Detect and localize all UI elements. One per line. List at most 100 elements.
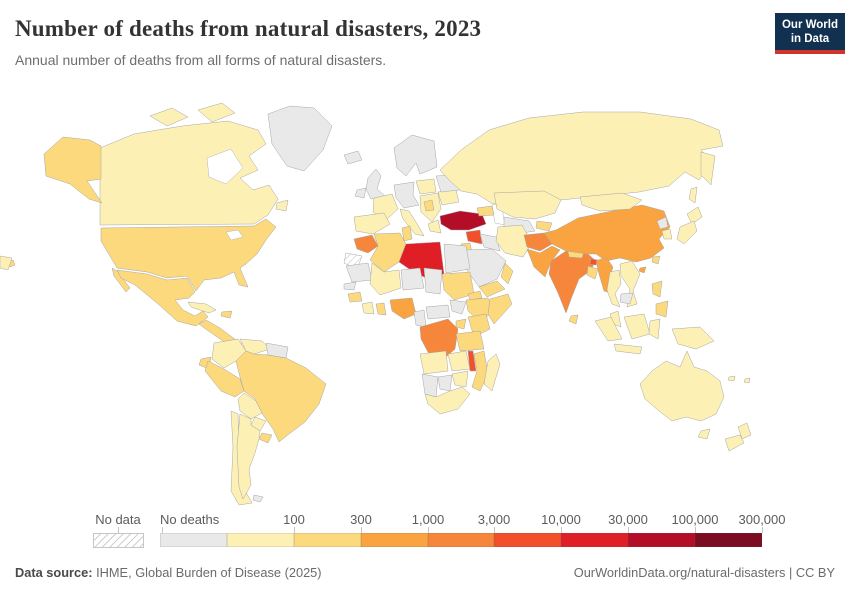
country-canada-arctic-1[interactable] bbox=[149, 107, 189, 127]
legend-no-data-swatch[interactable] bbox=[93, 533, 144, 548]
country-mongolia[interactable] bbox=[579, 192, 643, 212]
country-russia-sakhalin[interactable] bbox=[688, 186, 698, 204]
country-angola[interactable] bbox=[419, 350, 449, 375]
legend-swatch-300[interactable] bbox=[293, 533, 361, 547]
country-niger[interactable] bbox=[400, 267, 425, 291]
country-mexico[interactable] bbox=[116, 269, 209, 327]
country-russia-chukotka[interactable] bbox=[0, 255, 13, 271]
country-zimbabwe[interactable] bbox=[451, 370, 469, 388]
country-cuba[interactable] bbox=[187, 301, 217, 314]
country-algeria[interactable] bbox=[369, 232, 407, 273]
country-mali[interactable] bbox=[369, 262, 402, 296]
country-philippines-mindanao[interactable] bbox=[655, 300, 669, 318]
country-uganda[interactable] bbox=[455, 318, 467, 330]
legend-swatch-300000[interactable] bbox=[695, 533, 763, 547]
country-madagascar[interactable] bbox=[483, 353, 501, 392]
country-chile[interactable] bbox=[230, 410, 253, 506]
country-uruguay[interactable] bbox=[258, 432, 273, 444]
country-bhutan[interactable] bbox=[589, 258, 599, 266]
country-usa-alaska[interactable] bbox=[43, 136, 103, 204]
country-south-korea[interactable] bbox=[661, 228, 673, 240]
country-yemen[interactable] bbox=[478, 280, 506, 298]
region-kyrgyzstan-tajikistan[interactable] bbox=[535, 220, 553, 232]
country-australia[interactable] bbox=[639, 350, 725, 422]
region-scandinavia[interactable] bbox=[393, 134, 438, 177]
country-argentina[interactable] bbox=[236, 413, 261, 500]
country-thailand[interactable] bbox=[606, 269, 622, 308]
country-sri-lanka[interactable] bbox=[568, 314, 579, 325]
country-canada[interactable] bbox=[99, 120, 279, 226]
country-ghana[interactable] bbox=[375, 302, 387, 316]
legend-swatch-100[interactable] bbox=[226, 533, 294, 547]
country-south-africa[interactable] bbox=[424, 386, 471, 415]
country-poland[interactable] bbox=[415, 178, 437, 195]
country-venezuela[interactable] bbox=[239, 338, 271, 355]
country-hispaniola[interactable] bbox=[220, 310, 233, 319]
country-taiwan[interactable] bbox=[651, 255, 661, 265]
country-chad[interactable] bbox=[423, 267, 443, 295]
country-greenland[interactable] bbox=[267, 105, 333, 172]
country-ivory-coast[interactable] bbox=[361, 301, 375, 315]
region-new-guinea[interactable] bbox=[671, 326, 715, 350]
country-new-zealand-north[interactable] bbox=[737, 422, 752, 440]
country-russia-kamchatka[interactable] bbox=[700, 151, 716, 186]
country-iceland[interactable] bbox=[343, 150, 363, 165]
country-morocco[interactable] bbox=[353, 234, 379, 254]
country-sudan[interactable] bbox=[441, 271, 475, 301]
country-guinea[interactable] bbox=[347, 291, 363, 303]
country-zambia[interactable] bbox=[447, 350, 471, 372]
region-iberia[interactable] bbox=[353, 212, 391, 235]
owid-logo[interactable]: Our World in Data bbox=[775, 13, 845, 54]
legend-swatch-3000[interactable] bbox=[427, 533, 495, 547]
region-pacific-island-1[interactable] bbox=[727, 375, 736, 382]
country-uk[interactable] bbox=[365, 168, 386, 200]
country-cambodia[interactable] bbox=[619, 292, 634, 305]
country-nigeria[interactable] bbox=[389, 297, 417, 320]
country-indonesia-sulawesi[interactable] bbox=[648, 318, 661, 340]
country-china-hainan[interactable] bbox=[638, 266, 647, 274]
country-iran[interactable] bbox=[495, 224, 533, 258]
country-canada-arctic-2[interactable] bbox=[197, 102, 236, 123]
country-botswana[interactable] bbox=[437, 374, 453, 392]
country-bangladesh[interactable] bbox=[586, 265, 599, 280]
legend-swatch-30000[interactable] bbox=[561, 533, 629, 547]
legend-swatch-100000[interactable] bbox=[628, 533, 696, 547]
footer-link[interactable]: OurWorldinData.org/natural-disasters bbox=[573, 565, 786, 580]
region-pacific-island-2[interactable] bbox=[743, 377, 751, 384]
country-tanzania[interactable] bbox=[455, 330, 485, 352]
country-serbia[interactable] bbox=[423, 199, 435, 212]
country-italy[interactable] bbox=[399, 208, 425, 237]
region-falkland-islands[interactable] bbox=[252, 494, 264, 503]
country-senegal[interactable] bbox=[343, 281, 357, 291]
country-namibia[interactable] bbox=[421, 373, 439, 398]
country-australia-tasmania[interactable] bbox=[697, 428, 711, 440]
legend-swatch-1000[interactable] bbox=[360, 533, 428, 547]
country-canada-newfoundland[interactable] bbox=[275, 199, 289, 212]
country-oman[interactable] bbox=[500, 262, 514, 285]
country-mauritania[interactable] bbox=[345, 262, 373, 283]
country-peru[interactable] bbox=[204, 360, 245, 398]
region-caucasus[interactable] bbox=[476, 205, 495, 217]
country-central-african-republic[interactable] bbox=[425, 304, 451, 320]
country-mozambique[interactable] bbox=[471, 350, 489, 392]
country-turkey[interactable] bbox=[439, 210, 487, 231]
country-north-korea[interactable] bbox=[656, 216, 669, 230]
country-eritrea[interactable] bbox=[467, 290, 483, 301]
country-indonesia-sumatra[interactable] bbox=[594, 316, 623, 342]
region-central-europe[interactable] bbox=[393, 181, 420, 209]
country-japan-main[interactable] bbox=[676, 220, 698, 245]
country-egypt[interactable] bbox=[443, 243, 471, 274]
region-borneo[interactable] bbox=[623, 313, 651, 340]
country-cameroon[interactable] bbox=[413, 309, 427, 328]
legend-swatch-10000[interactable] bbox=[494, 533, 562, 547]
country-tunisia[interactable] bbox=[401, 225, 413, 242]
region-laos-vietnam[interactable] bbox=[619, 260, 641, 308]
country-iraq[interactable] bbox=[479, 233, 501, 252]
country-south-sudan[interactable] bbox=[449, 299, 467, 315]
country-philippines-luzon[interactable] bbox=[651, 280, 663, 298]
country-russia[interactable] bbox=[439, 111, 724, 205]
country-greece[interactable] bbox=[427, 219, 442, 234]
country-afghanistan[interactable] bbox=[523, 232, 553, 252]
country-kenya[interactable] bbox=[467, 313, 491, 338]
country-new-zealand-south[interactable] bbox=[724, 434, 745, 452]
